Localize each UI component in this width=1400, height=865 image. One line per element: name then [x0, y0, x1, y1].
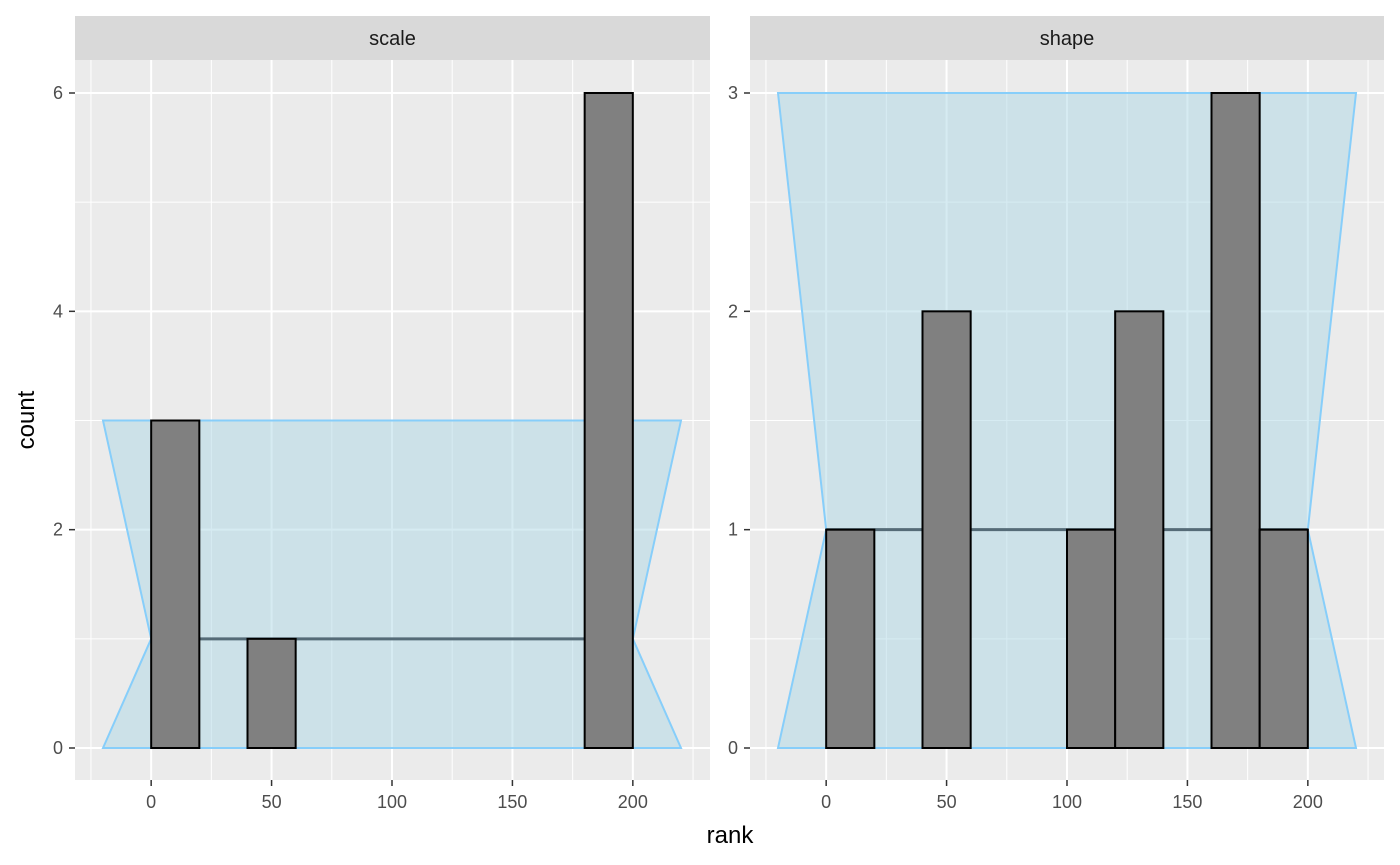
x-tick-label: 0: [146, 792, 156, 812]
x-tick-label: 200: [1293, 792, 1323, 812]
histogram-bar: [1114, 310, 1165, 749]
x-tick-label: 50: [937, 792, 957, 812]
facet-strip-scale: [75, 16, 710, 60]
panel-scale: scale 0 50 100 150 200 0 2 4 6: [53, 16, 710, 812]
histogram-bar: [246, 637, 297, 749]
x-tick-label: 150: [1172, 792, 1202, 812]
facet-strip-shape: [750, 16, 1384, 60]
histogram-bar: [1258, 528, 1309, 750]
histogram-bar: [583, 92, 634, 749]
y-tick-label: 0: [728, 738, 738, 758]
x-tick-label: 0: [821, 792, 831, 812]
histogram-bar: [1210, 92, 1261, 749]
histogram-bar: [825, 528, 876, 750]
x-tick-label: 150: [497, 792, 527, 812]
y-tick-label: 1: [728, 520, 738, 540]
x-axis-title: rank: [707, 822, 755, 849]
y-tick-label: 2: [728, 301, 738, 321]
x-tick-label: 100: [1052, 792, 1082, 812]
facet-strip-label: scale: [369, 28, 416, 50]
histogram-bar: [1066, 528, 1117, 750]
y-tick-label: 2: [53, 520, 63, 540]
x-tick-label: 100: [377, 792, 407, 812]
y-tick-label: 3: [728, 83, 738, 103]
y-tick-label: 6: [53, 83, 63, 103]
panel-shape: shape 0 50 100 150 200 0 1 2 3: [728, 16, 1384, 812]
x-tick-label: 200: [618, 792, 648, 812]
y-axis-title: count: [13, 390, 40, 449]
facet-strip-label: shape: [1040, 28, 1095, 50]
histogram-bar: [150, 419, 201, 749]
y-tick-label: 4: [53, 301, 63, 321]
y-tick-label: 0: [53, 738, 63, 758]
histogram-bar: [921, 310, 972, 749]
x-tick-label: 50: [262, 792, 282, 812]
